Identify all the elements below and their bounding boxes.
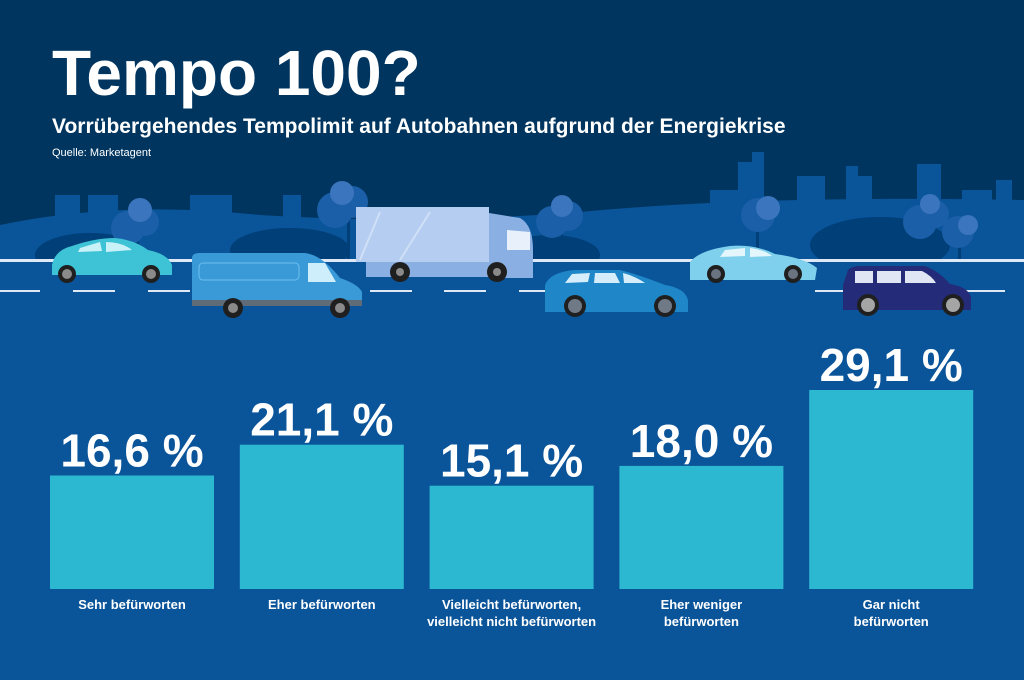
bar-5 [809, 390, 974, 589]
category-label-line: Sehr befürworten [78, 597, 186, 612]
category-label-1: Sehr befürworten [32, 596, 232, 613]
category-label-3: Vielleicht befürworten, vielleicht nicht … [412, 596, 612, 630]
value-labels: 16,6 % 21,1 % 15,1 % 18,0 % 29,1 % [60, 339, 962, 487]
trees [111, 181, 978, 260]
category-label-2: Eher befürworten [222, 596, 422, 613]
bar-4 [619, 465, 784, 589]
bar-3 [429, 485, 594, 589]
value-label-1: 16,6 % [60, 425, 203, 477]
hatchback-car-icon [52, 238, 172, 283]
value-label-4: 18,0 % [630, 415, 773, 467]
bar-1 [50, 475, 214, 589]
value-label-3: 15,1 % [440, 435, 583, 487]
tree [111, 198, 159, 260]
category-label-line: Vielleicht befürworten, [442, 597, 582, 612]
van-icon [192, 253, 362, 318]
value-label-5: 29,1 % [820, 339, 963, 391]
bar-series [50, 390, 974, 589]
tree [741, 196, 780, 260]
tree [903, 194, 978, 260]
category-label-line: Eher befürworten [267, 597, 376, 612]
suv-navy-icon [843, 266, 971, 316]
suv-blue-icon [545, 270, 688, 317]
category-label-5: Gar nicht befürworten [791, 596, 991, 630]
bar-2 [239, 444, 404, 589]
source-note: Quelle: Marketagent [52, 147, 152, 159]
tree [536, 195, 583, 260]
category-label-line: Eher weniger [660, 597, 743, 612]
category-label-line: befürworten [663, 614, 739, 629]
truck-icon [356, 207, 533, 282]
category-label-4: Eher weniger befürworten [601, 596, 801, 630]
page-subtitle: Vorrübergehendes Tempolimit auf Autobahn… [52, 115, 786, 138]
value-label-2: 21,1 % [250, 394, 393, 446]
category-label-line: Gar nicht [862, 597, 920, 612]
sedan-light-blue-icon [690, 245, 817, 283]
category-label-line: vielleicht nicht befürworten [427, 614, 597, 629]
category-label-line: befürworten [853, 614, 929, 629]
page-title: Tempo 100? [52, 37, 421, 109]
